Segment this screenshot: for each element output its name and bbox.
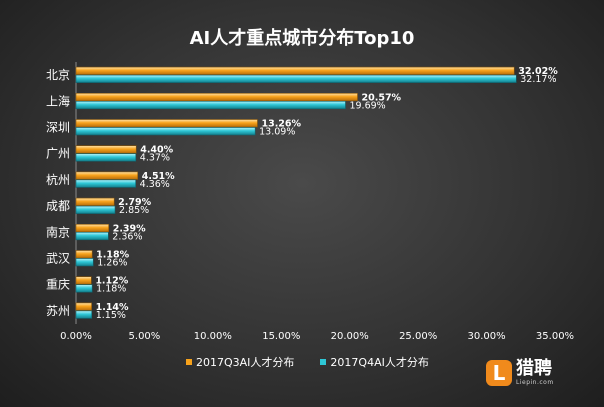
- data-label-q3: 4.40%: [140, 145, 173, 156]
- bar-q4[interactable]: [75, 74, 517, 83]
- logo-name-en: Liepin.com: [516, 379, 554, 386]
- category-label: 杭州: [46, 172, 70, 187]
- x-tick-label: 10.00%: [194, 331, 232, 342]
- bar-q3[interactable]: [75, 197, 115, 206]
- legend-item-q4[interactable]: 2017Q4AI人才分布: [320, 354, 429, 370]
- data-label-q4: 4.36%: [140, 179, 170, 190]
- data-label-q3: 20.57%: [362, 92, 402, 103]
- x-tick-label: 35.00%: [536, 331, 574, 342]
- bar-q3[interactable]: [75, 250, 93, 259]
- data-label-q4: 1.15%: [96, 310, 126, 321]
- category-label: 深圳: [46, 121, 70, 135]
- bar-q3[interactable]: [75, 302, 92, 311]
- x-tick-label: 25.00%: [399, 331, 437, 342]
- data-label-q4: 19.69%: [349, 100, 385, 111]
- bar-q4[interactable]: [75, 310, 93, 319]
- category-label: 重庆: [46, 278, 70, 292]
- data-label-q3: 1.18%: [96, 250, 129, 261]
- category-label: 上海: [46, 93, 70, 108]
- data-label-q3: 13.26%: [261, 119, 301, 130]
- logo-text: 猎聘 Liepin.com: [516, 360, 554, 386]
- bar-q3[interactable]: [75, 66, 515, 75]
- bar-q3[interactable]: [75, 276, 92, 285]
- logo-mark-icon: L: [486, 360, 512, 386]
- data-label-q3: 1.12%: [95, 276, 128, 287]
- liepin-logo: L 猎聘 Liepin.com: [486, 360, 554, 386]
- legend-label-q4: 2017Q4AI人才分布: [330, 356, 429, 369]
- category-label: 广州: [46, 147, 70, 161]
- data-label-q4: 13.09%: [259, 127, 295, 138]
- bar-q3[interactable]: [75, 93, 358, 102]
- legend-label-q3: 2017Q3AI人才分布: [196, 356, 295, 369]
- data-label-q4: 2.85%: [119, 205, 149, 216]
- data-label-q3: 2.39%: [113, 223, 146, 234]
- category-label: 武汉: [46, 252, 70, 266]
- x-tick-label: 20.00%: [331, 331, 369, 342]
- data-label-q3: 4.51%: [142, 171, 175, 182]
- category-label: 南京: [46, 224, 70, 239]
- category-label: 北京: [46, 68, 70, 82]
- data-label-q4: 32.17%: [520, 74, 556, 85]
- bar-q4[interactable]: [75, 284, 93, 293]
- bar-q3[interactable]: [75, 145, 137, 154]
- data-label-q3: 2.79%: [118, 197, 151, 208]
- chart-title: AI人才重点城市分布Top10: [190, 27, 415, 49]
- bars: [75, 66, 517, 319]
- data-label-q4: 2.36%: [112, 231, 142, 242]
- bar-q4[interactable]: [75, 258, 94, 267]
- data-label-q4: 1.18%: [96, 284, 126, 295]
- x-tick-label: 5.00%: [129, 331, 161, 342]
- category-label: 苏州: [46, 304, 70, 318]
- x-tick-label: 15.00%: [262, 331, 300, 342]
- logo-name-cn: 猎聘: [516, 358, 552, 379]
- legend-item-q3[interactable]: 2017Q3AI人才分布: [186, 354, 294, 370]
- legend: 2017Q3AI人才分布 2017Q4AI人才分布: [186, 354, 429, 370]
- legend-swatch-q3: [186, 359, 192, 365]
- bar-q4[interactable]: [75, 179, 136, 188]
- x-tick-label: 30.00%: [468, 331, 506, 342]
- bar-q4[interactable]: [75, 101, 346, 110]
- data-label-q3: 1.14%: [96, 302, 129, 313]
- x-axis-ticks: 0.00% 5.00% 10.00% 15.00% 20.00% 25.00% 30.00%…: [60, 331, 574, 342]
- bar-q3[interactable]: [75, 119, 258, 128]
- bar-q4[interactable]: [75, 153, 137, 162]
- bar-q3[interactable]: [75, 171, 139, 180]
- bar-q3[interactable]: [75, 224, 110, 233]
- bar-q4[interactable]: [75, 232, 109, 241]
- x-tick-label: 0.00%: [60, 331, 92, 342]
- category-label: 成都: [46, 199, 70, 213]
- legend-swatch-q4: [320, 359, 327, 365]
- data-labels: 32.02%32.17% 20.57%19.69% 13.26%13.09% 4.40…: [95, 66, 558, 321]
- data-label-q4: 1.26%: [97, 258, 127, 269]
- data-label-q4: 4.37%: [140, 153, 170, 164]
- data-label-q3: 32.02%: [518, 66, 558, 77]
- bar-q4[interactable]: [75, 127, 256, 136]
- bar-q4[interactable]: [75, 205, 116, 214]
